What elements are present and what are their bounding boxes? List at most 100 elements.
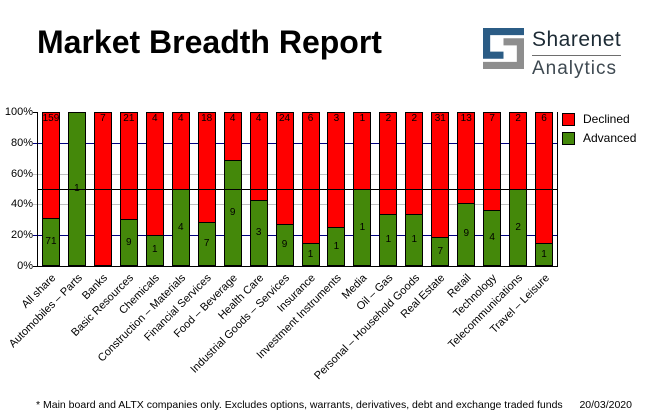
bar-segment-advanced: 1	[328, 227, 345, 265]
gridline-80	[38, 142, 557, 144]
legend-label-advanced: Advanced	[583, 131, 637, 145]
bar-segment-declined: 4	[172, 113, 189, 189]
bar-value-declined: 1	[359, 113, 366, 124]
bar-segment-declined: 24	[276, 113, 293, 224]
bar-value-advanced: 1	[307, 248, 314, 260]
bar-segment-declined: 31	[432, 113, 449, 237]
bar-value-advanced: 4	[177, 221, 184, 233]
bar-segment-declined: 4	[224, 113, 241, 160]
stacked-bar: 13 9	[457, 112, 476, 266]
bar-value-advanced: 9	[463, 228, 469, 240]
bar-value-declined: 4	[229, 113, 236, 124]
logo-subtitle: Analytics	[532, 58, 618, 79]
bar-value-declined: 2	[515, 113, 521, 124]
bar-segment-advanced: 4	[484, 209, 501, 265]
bar-segment-declined: 4	[146, 113, 163, 235]
y-axis-label: 0%	[17, 260, 33, 272]
bar-value-advanced: 1	[359, 221, 366, 233]
bar-value-advanced: 9	[126, 236, 132, 248]
bar-value-advanced: 71	[45, 236, 57, 248]
bar-segment-advanced: 9	[120, 219, 137, 265]
bar-value-declined: 2	[411, 113, 418, 124]
bar-segment-advanced: 9	[224, 159, 241, 265]
y-axis-label: 80%	[10, 136, 33, 149]
bar-segment-advanced: 1	[302, 243, 319, 265]
bar-segment-declined: 2	[380, 113, 397, 215]
axis-tick	[33, 266, 37, 267]
bar-value-advanced: 1	[333, 240, 340, 252]
bar-segment-advanced: 4	[172, 189, 189, 265]
sharenet-logo-text: Sharenet Analytics	[532, 28, 622, 80]
bar-segment-declined: 3	[328, 113, 345, 227]
bar-value-declined: 4	[152, 113, 158, 124]
bar-value-advanced: 2	[515, 221, 521, 233]
bar-segment-advanced: 7	[432, 237, 449, 265]
legend-label-declined: Declined	[583, 112, 630, 126]
bar-value-advanced: 7	[203, 238, 210, 250]
gridline-20	[38, 235, 557, 237]
bar-value-declined: 7	[489, 113, 495, 124]
declined-swatch-icon	[562, 112, 575, 126]
reference-line-50	[38, 189, 557, 190]
plot-area: 1597117219414418749432496131112121317139…	[33, 112, 558, 267]
bar-segment-declined: 6	[536, 113, 553, 244]
bar-segment-advanced: 9	[276, 223, 293, 265]
bar-segment-declined: 4	[250, 113, 267, 200]
logo-name: Sharenet	[532, 28, 622, 56]
sharenet-logo-icon	[483, 28, 524, 69]
bar-segment-declined: 21	[120, 113, 137, 220]
bar-value-declined: 2	[385, 113, 392, 124]
bar-value-declined: 4	[255, 113, 262, 124]
bar-segment-advanced: 9	[458, 202, 475, 265]
bar-segment-advanced: 2	[510, 189, 527, 265]
stacked-bar: 21 9	[119, 112, 138, 266]
bar-value-declined: 6	[541, 113, 547, 124]
bar-value-declined: 4	[177, 113, 184, 124]
bar-value-advanced: 1	[74, 183, 80, 195]
bar-segment-declined: 2	[510, 113, 527, 189]
bar-value-advanced: 1	[541, 248, 547, 260]
bar-column: 21 9	[116, 112, 142, 266]
bar-segment-declined: 6	[302, 113, 319, 244]
bar-value-declined: 3	[333, 113, 340, 124]
bar-value-advanced: 1	[385, 234, 392, 246]
bar-segment-advanced: 1	[536, 243, 553, 265]
bar-value-declined: 24	[278, 113, 291, 124]
footnote: * Main board and ALTX companies only. Ex…	[36, 399, 563, 411]
advanced-swatch-icon	[562, 131, 575, 145]
bar-value-advanced: 1	[152, 244, 158, 256]
axis-tick	[33, 204, 37, 206]
y-axis-label: 100%	[4, 106, 33, 118]
bar-value-declined: 13	[460, 113, 472, 124]
chart-legend: Declined Advanced	[562, 112, 636, 150]
bar-column: 13 9	[453, 112, 479, 266]
bar-segment-advanced: 1	[354, 189, 371, 265]
bar-segment-declined: 13	[458, 113, 475, 203]
axis-tick	[33, 173, 37, 175]
bar-segment-declined: 159	[42, 113, 59, 219]
bar-value-declined: 31	[434, 113, 446, 124]
x-axis-labels: All share Automobiles – Parts Banks Basic R…	[6, 270, 556, 400]
bar-value-advanced: 1	[411, 234, 418, 246]
page-title: Market Breadth Report	[37, 24, 382, 60]
bar-value-declined: 7	[100, 113, 106, 124]
bar-segment-advanced: 1	[380, 214, 397, 265]
bar-segment-declined: 1	[354, 113, 371, 189]
sharenet-logo: Sharenet Analytics	[483, 28, 622, 80]
y-axis-label: 60%	[10, 167, 33, 180]
legend-item-advanced: Advanced	[562, 131, 636, 145]
gridline-60	[38, 173, 557, 175]
axis-tick	[33, 142, 37, 144]
y-axis-label: 20%	[10, 229, 33, 242]
bar-segment-advanced: 1	[406, 214, 423, 265]
bar-value-declined: 6	[307, 113, 314, 124]
bar-segment-advanced: 7	[198, 222, 215, 265]
bar-value-advanced: 9	[281, 238, 288, 250]
bar-value-declined: 21	[123, 113, 135, 124]
bar-segment-advanced: 1	[146, 234, 163, 265]
bar-segment-declined: 18	[198, 113, 215, 223]
bar-segment-declined: 7	[484, 113, 501, 210]
bar-value-declined: 18	[201, 113, 213, 124]
legend-item-declined: Declined	[562, 112, 636, 126]
